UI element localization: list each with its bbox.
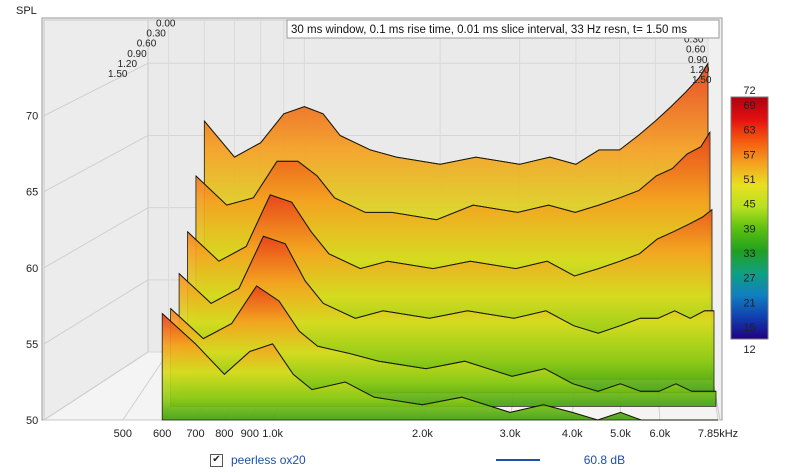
colorbar-tick-label: 27 xyxy=(743,273,755,285)
legend-row: ✔ peerless ox20 60.8 dB xyxy=(210,451,625,469)
y-grid-left xyxy=(43,351,149,421)
colorbar-tick-label: 15 xyxy=(743,322,755,334)
waterfall-slice-line xyxy=(170,285,716,392)
time-label-left: 0.30 xyxy=(146,29,166,40)
x-tick-label: 6.0k xyxy=(650,428,671,440)
colorbar-tick-label: 57 xyxy=(743,149,755,161)
colorbar-tick-label: 21 xyxy=(743,297,755,309)
colorbar-tick-label: 63 xyxy=(743,125,755,137)
time-label-right: 1.20 xyxy=(690,65,710,76)
time-label-left: 0.00 xyxy=(156,18,176,29)
x-tick-label: 900 xyxy=(241,428,259,440)
colorbar-tick-label: 51 xyxy=(743,174,755,186)
x-tick-label: 600 xyxy=(153,428,171,440)
x-tick-label: 800 xyxy=(215,428,233,440)
waterfall-slice-line xyxy=(187,194,713,277)
left-wall xyxy=(43,19,149,421)
y-axis-label: SPL xyxy=(16,5,37,17)
time-label-left: 0.90 xyxy=(127,49,147,60)
y-tick-label: 50 xyxy=(26,415,38,427)
legend-series-name[interactable]: peerless ox20 xyxy=(231,453,306,467)
x-grid-floor xyxy=(122,351,170,421)
time-label-right: 0.90 xyxy=(688,55,708,66)
x-tick-label: 4.0k xyxy=(562,428,583,440)
waterfall-slice-line xyxy=(178,235,714,334)
x-tick-label: 700 xyxy=(186,428,204,440)
checkbox-checkmark-icon: ✔ xyxy=(212,454,221,465)
waterfall-slice-line xyxy=(161,313,718,421)
time-label-right: 0.60 xyxy=(686,45,706,56)
title-box xyxy=(286,19,720,39)
y-tick-label: 60 xyxy=(26,263,38,275)
y-grid-left xyxy=(43,207,149,269)
waterfall-slice-line xyxy=(203,63,709,165)
x-tick-label: 7.85kHz xyxy=(698,428,738,440)
x-tick-label: 3.0k xyxy=(500,428,521,440)
colorbar xyxy=(730,96,769,340)
time-label-left: 1.20 xyxy=(118,59,138,70)
y-grid-left xyxy=(43,279,149,345)
colorbar-tick-label: 12 xyxy=(743,344,755,356)
time-label-left: 1.50 xyxy=(108,69,128,80)
y-grid-left xyxy=(43,62,149,117)
time-label-right: 1.50 xyxy=(692,75,712,86)
y-tick-label: 65 xyxy=(26,187,38,199)
time-label-left: 0.60 xyxy=(137,39,157,50)
colorbar-tick-label: 45 xyxy=(743,199,755,211)
colorbar-tick-label: 69 xyxy=(743,100,755,112)
chart-title: 30 ms window, 0.1 ms rise time, 0.01 ms … xyxy=(291,24,687,36)
y-grid-left xyxy=(43,135,149,193)
x-tick-label: 1.0k xyxy=(262,428,283,440)
y-tick-label: 55 xyxy=(26,339,38,351)
x-tick-label: 500 xyxy=(114,428,132,440)
y-tick-label: 70 xyxy=(26,111,38,123)
colorbar-tick-label: 39 xyxy=(743,223,755,235)
colorbar-tick-label: 72 xyxy=(743,85,755,97)
x-tick-label: 2.0k xyxy=(412,428,433,440)
series-visibility-checkbox[interactable]: ✔ xyxy=(210,453,223,467)
colorbar-tick-label: 33 xyxy=(743,248,755,260)
waterfall-slice-line xyxy=(195,131,711,221)
legend-series-value: 60.8 dB xyxy=(583,453,626,467)
time-label-right: 0.30 xyxy=(684,35,704,46)
legend-line-sample xyxy=(495,459,540,461)
x-tick-label: 5.0k xyxy=(610,428,631,440)
